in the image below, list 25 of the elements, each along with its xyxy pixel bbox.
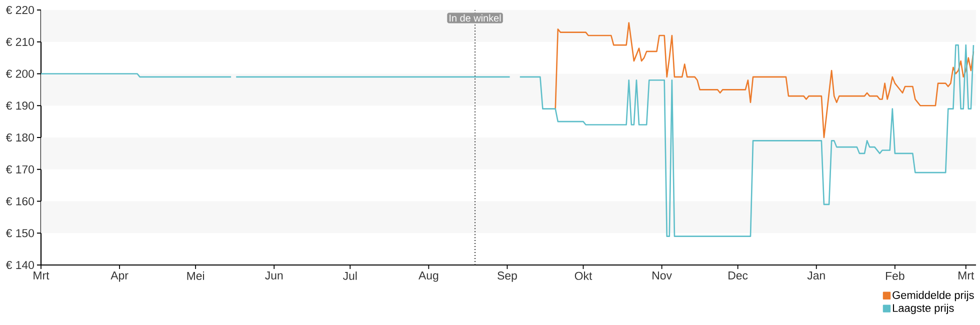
x-tick-label: Sep — [498, 272, 517, 282]
y-tick-label: € 180 — [6, 133, 34, 142]
y-tick-label: € 220 — [6, 6, 34, 14]
y-tick-label: € 190 — [6, 102, 34, 110]
x-tick-label: Mrt — [34, 272, 50, 280]
x-tick-label: Apr — [110, 272, 128, 282]
y-tick-label: € 160 — [6, 197, 34, 206]
x-tick-label: Aug — [418, 272, 438, 282]
y-tick-label: € 170 — [6, 165, 34, 174]
y-tick-label: € 200 — [6, 70, 34, 78]
x-tick-label: Nov — [652, 272, 672, 280]
y-tick-label: € 210 — [6, 38, 34, 46]
legend-label: Gemiddelde prijs — [892, 290, 974, 302]
x-tick-label: Okt — [574, 272, 592, 280]
x-tick-label: Mrt — [958, 272, 974, 280]
x-tick-label: Dec — [728, 272, 748, 280]
x-tick-label: Mei — [187, 272, 204, 280]
x-tick-label: Feb — [886, 272, 904, 280]
legend-label: Laagste prijs — [892, 304, 954, 314]
x-tick-label: Jun — [265, 272, 283, 280]
x-tick-label: Jul — [342, 272, 357, 280]
y-tick-label: € 140 — [6, 260, 34, 270]
y-tick-label: € 150 — [6, 229, 34, 238]
annotation: In de winkel — [450, 14, 501, 22]
x-tick-label: Jan — [807, 272, 825, 280]
